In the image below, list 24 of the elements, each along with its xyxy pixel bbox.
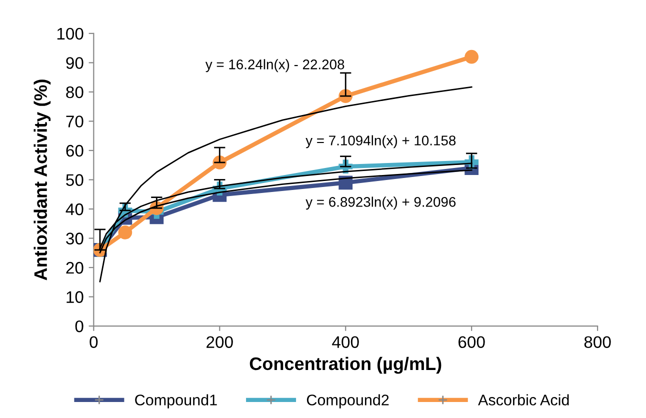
annotation: y = 7.1094ln(x) + 10.158 xyxy=(306,135,456,148)
x-tick-label: 800 xyxy=(584,336,611,348)
legend-label: Compound1 xyxy=(135,394,217,408)
y-axis-title: Antioxidant Activity (%) xyxy=(34,80,51,280)
annotation: y = 16.24ln(x) - 22.208 xyxy=(205,59,344,72)
y-tick-label: 20 xyxy=(66,262,84,274)
y-tick-label: 50 xyxy=(66,174,84,186)
x-tick-label: 0 xyxy=(90,336,98,348)
y-tick-label: 70 xyxy=(66,116,84,128)
y-tick-label: 10 xyxy=(66,291,84,303)
y-tick-label: 30 xyxy=(66,232,84,244)
x-tick-label: 400 xyxy=(332,336,359,348)
x-tick-label: 200 xyxy=(206,336,233,348)
y-tick-label: 80 xyxy=(66,86,84,98)
x-axis-title: Concentration (µg/mL) xyxy=(250,356,442,374)
x-tick-label: 600 xyxy=(458,336,485,348)
annotation: y = 6.8923ln(x) + 9.2096 xyxy=(306,196,456,210)
legend-label: Ascorbic Acid xyxy=(478,394,569,406)
y-tick-label: 90 xyxy=(66,57,84,69)
y-tick-label: 100 xyxy=(57,28,84,40)
y-tick-label: 40 xyxy=(66,203,84,216)
y-tick-label: 0 xyxy=(75,320,84,332)
y-tick-label: 60 xyxy=(66,144,84,157)
legend-label: Compound2 xyxy=(306,394,389,408)
